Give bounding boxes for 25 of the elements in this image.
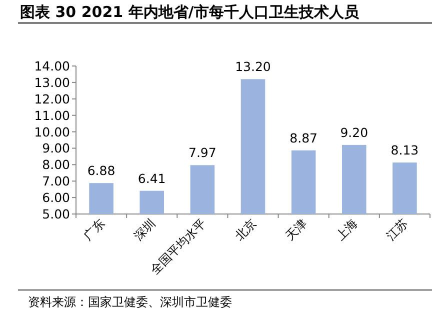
- y-tick-label: 8.00: [42, 157, 70, 172]
- y-tick-label: 10.00: [34, 124, 70, 140]
- text: 资料来源：国家卫健委、深圳市卫健委: [28, 295, 232, 309]
- data-label: 6.41: [138, 170, 166, 186]
- y-tick-label: 7.00: [42, 174, 70, 189]
- chart-title: 图表 30 2021 年内地省/市每千人口卫生技术人员: [20, 3, 360, 21]
- data-label: 7.97: [188, 145, 216, 160]
- data-label: 8.87: [290, 130, 318, 146]
- data-label: 8.13: [390, 142, 419, 158]
- y-tick-label: 5.00: [42, 206, 70, 222]
- y-tick-label: 12.00: [34, 91, 70, 106]
- y-tick-label: 9.00: [42, 140, 70, 156]
- y-tick-label: 13.00: [34, 74, 70, 90]
- x-tick-label: 天津: [282, 216, 310, 244]
- data-label: 9.20: [340, 124, 368, 140]
- y-tick-label: 6.00: [42, 190, 70, 206]
- data-label: 13.20: [235, 59, 271, 74]
- x-tick-label: 深圳: [131, 216, 158, 244]
- x-tick-label: 广东: [80, 216, 108, 244]
- y-tick-label: 14.00: [34, 58, 70, 74]
- x-tick-label: 北京: [232, 216, 260, 244]
- data-label: 6.88: [87, 163, 116, 178]
- x-tick-label: 上海: [333, 216, 360, 244]
- y-tick-label: 11.00: [34, 108, 70, 123]
- x-tick-label: 江苏: [384, 216, 411, 244]
